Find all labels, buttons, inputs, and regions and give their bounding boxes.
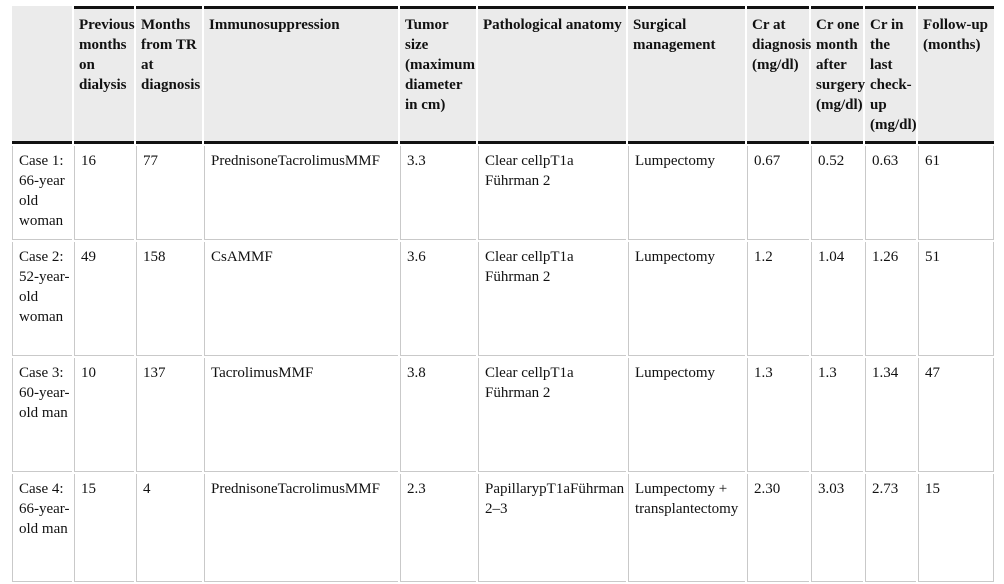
table-cell-pathological-anatomy: Clear cellpT1a Führman 2 [478, 358, 626, 472]
table-cell-immunosuppression: CsAMMF [204, 242, 398, 356]
table-cell-immunosuppression: PrednisoneTacrolimusMMF [204, 474, 398, 582]
table-cell-cr-last-checkup: 0.63 [865, 146, 916, 240]
table-cell-surgical-management: Lumpectomy [628, 146, 745, 240]
column-header-immunosuppression: Immunosuppression [204, 6, 398, 144]
table-cell-surgical-management: Lumpectomy + transplantectomy [628, 474, 745, 582]
table-header: Previous months on dialysis Months from … [12, 6, 994, 144]
header-row: Previous months on dialysis Months from … [12, 6, 994, 144]
table-cell-surgical-management: Lumpectomy [628, 242, 745, 356]
table-cell-cr-last-checkup: 2.73 [865, 474, 916, 582]
table-cell-surgical-management: Lumpectomy [628, 358, 745, 472]
table-cell-tumor-size: 3.6 [400, 242, 476, 356]
table-cell-cr-diagnosis: 1.3 [747, 358, 809, 472]
table-cell-immunosuppression: PrednisoneTacrolimusMMF [204, 146, 398, 240]
cases-data-table: Previous months on dialysis Months from … [10, 4, 996, 584]
table-cell-follow-up: 15 [918, 474, 994, 582]
table-cell-pathological-anatomy: Clear cellpT1a Führman 2 [478, 146, 626, 240]
table-cell-tumor-size: 3.3 [400, 146, 476, 240]
table-cell-months-from-tr: 4 [136, 474, 202, 582]
table-cell-dialysis-months: 49 [74, 242, 134, 356]
column-header-previous-months-dialysis: Previous months on dialysis [74, 6, 135, 144]
table-row-case-4: Case 4: 66-year-old man 15 4 PrednisoneT… [12, 474, 994, 582]
table-row-case-1: Case 1: 66-year old woman 16 77 Predniso… [12, 146, 994, 240]
case-label: Case 1: 66-year old woman [12, 146, 72, 240]
table-row-case-3: Case 3: 60-year-old man 10 137 Tacrolimu… [12, 358, 994, 472]
table-cell-follow-up: 61 [918, 146, 994, 240]
column-header-months-from-tr: Months from TR at diagnosis [136, 6, 202, 144]
table-cell-months-from-tr: 137 [136, 358, 202, 472]
table-cell-months-from-tr: 77 [136, 146, 202, 240]
column-header-stub [12, 6, 72, 144]
case-label: Case 4: 66-year-old man [12, 474, 72, 582]
table-cell-cr-last-checkup: 1.26 [865, 242, 916, 356]
table-cell-cr-diagnosis: 2.30 [747, 474, 809, 582]
table-cell-tumor-size: 3.8 [400, 358, 476, 472]
table-cell-cr-diagnosis: 0.67 [747, 146, 809, 240]
column-header-surgical-management: Surgical management [628, 6, 745, 144]
case-label: Case 3: 60-year-old man [12, 358, 72, 472]
table-cell-dialysis-months: 16 [74, 146, 134, 240]
table-cell-immunosuppression: TacrolimusMMF [204, 358, 398, 472]
table-cell-dialysis-months: 10 [74, 358, 134, 472]
table-cell-cr-one-month: 0.52 [811, 146, 863, 240]
column-header-pathological-anatomy: Pathological anatomy [478, 6, 626, 144]
table-cell-follow-up: 47 [918, 358, 994, 472]
column-header-follow-up: Follow-up (months) [918, 6, 994, 144]
table-cell-dialysis-months: 15 [74, 474, 134, 582]
table-cell-cr-one-month: 3.03 [811, 474, 863, 582]
column-header-cr-one-month: Cr one month after surgery (mg/dl) [811, 6, 865, 144]
table-cell-follow-up: 51 [918, 242, 994, 356]
table-cell-cr-diagnosis: 1.2 [747, 242, 809, 356]
column-header-cr-last-checkup: Cr in the last check-up (mg/dl) [865, 6, 917, 144]
table-cell-cr-one-month: 1.3 [811, 358, 863, 472]
column-header-cr-at-diagnosis: Cr at diagnosis (mg/dl) [747, 6, 811, 144]
table-cell-cr-last-checkup: 1.34 [865, 358, 916, 472]
table-cell-pathological-anatomy: PapillarypT1aFührman 2–3 [478, 474, 626, 582]
table-row-case-2: Case 2: 52-year-old woman 49 158 CsAMMF … [12, 242, 994, 356]
table-cell-pathological-anatomy: Clear cellpT1a Führman 2 [478, 242, 626, 356]
table-cell-cr-one-month: 1.04 [811, 242, 863, 356]
table-cell-tumor-size: 2.3 [400, 474, 476, 582]
table-cell-months-from-tr: 158 [136, 242, 202, 356]
column-header-tumor-size: Tumor size (maximum diameter in cm) [400, 6, 476, 144]
table-body: Case 1: 66-year old woman 16 77 Predniso… [12, 146, 994, 582]
case-label: Case 2: 52-year-old woman [12, 242, 72, 356]
